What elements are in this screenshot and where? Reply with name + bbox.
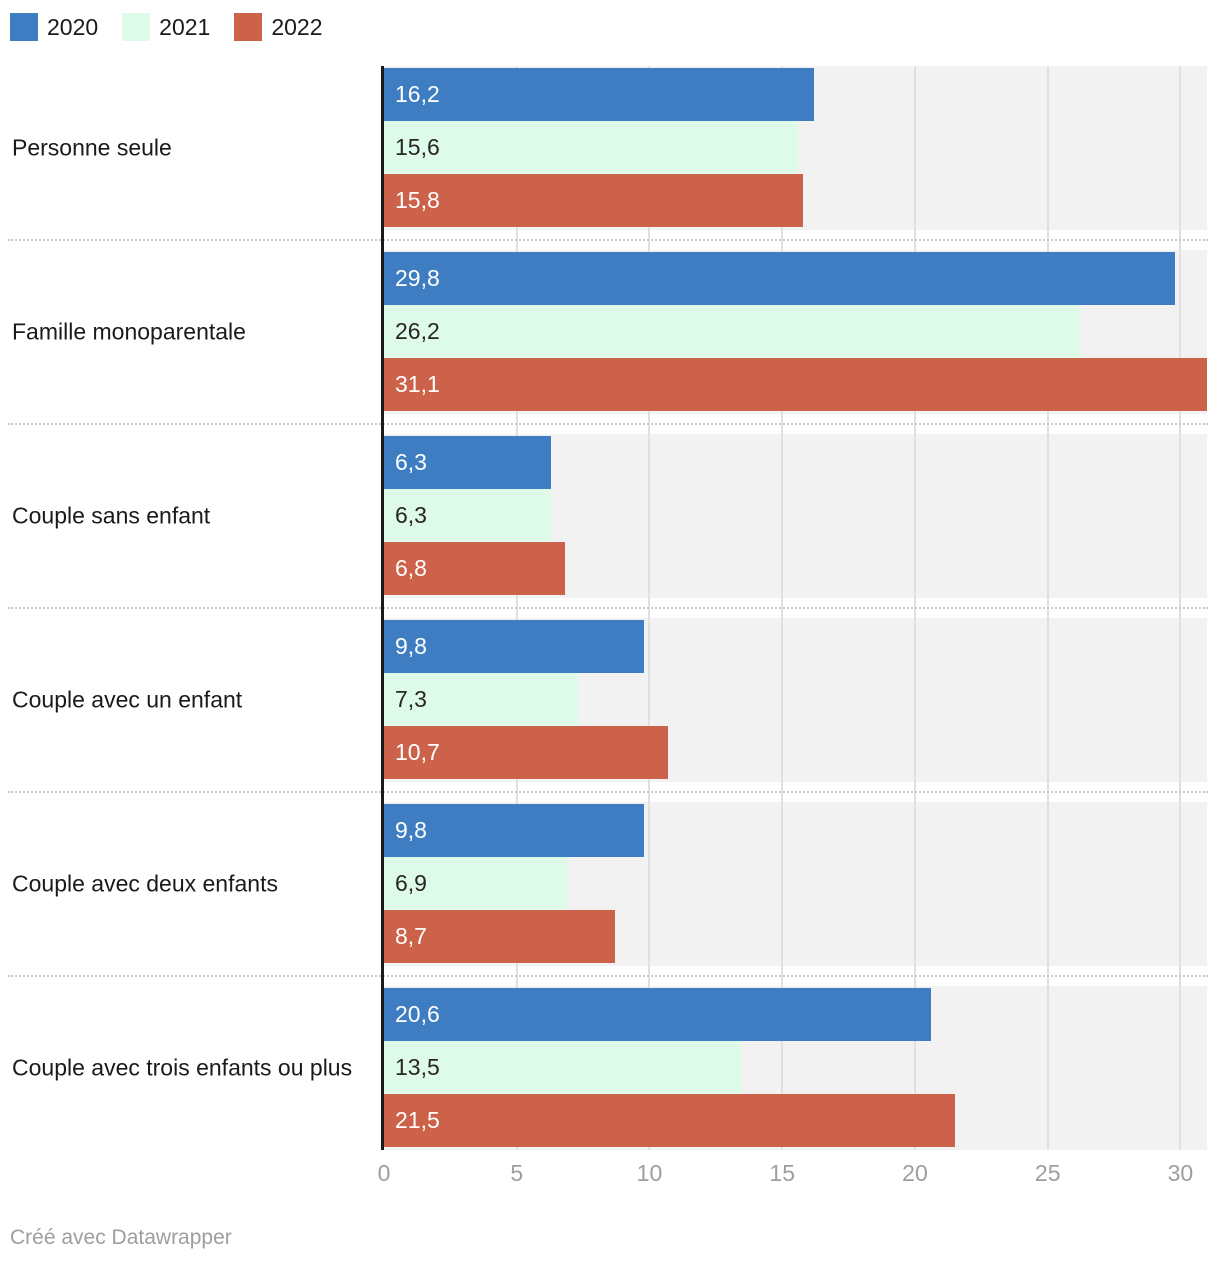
legend-label-2020: 2020 <box>47 14 99 40</box>
bar-value-label: 9,8 <box>395 633 427 659</box>
group-separator <box>8 607 1208 609</box>
bar-value-label: 13,5 <box>395 1054 440 1080</box>
bar-2021: 7,3 <box>384 673 578 726</box>
group-separator <box>8 423 1208 425</box>
bar-2020: 20,6 <box>384 988 931 1041</box>
bar-value-label: 21,5 <box>395 1107 440 1133</box>
x-tick-label-25: 25 <box>1034 1160 1061 1186</box>
bar-2020: 16,2 <box>384 68 815 121</box>
group-separator <box>8 239 1208 241</box>
x-tick-label-20: 20 <box>902 1160 928 1186</box>
bar-2022: 15,8 <box>384 174 804 227</box>
bar-value-label: 6,3 <box>395 502 427 528</box>
bar-value-label: 6,3 <box>395 449 427 475</box>
legend-swatch-2021 <box>122 13 151 41</box>
credit-text: Créé avec Datawrapper <box>10 1226 232 1249</box>
category-label: Couple sans enfant <box>12 502 211 529</box>
x-tick-label-0: 0 <box>377 1160 391 1186</box>
bar-2022: 6,8 <box>384 542 565 595</box>
category-label: Couple avec deux enfants <box>12 870 278 897</box>
group-separator <box>8 975 1208 977</box>
bar-2022: 31,1 <box>384 358 1207 411</box>
bar-2022: 8,7 <box>384 910 615 963</box>
x-tick-label-30: 30 <box>1167 1160 1194 1186</box>
bar-2022: 10,7 <box>384 726 669 779</box>
bar-value-label: 15,6 <box>395 134 440 160</box>
legend-item-2020: 2020 <box>10 13 98 41</box>
bar-value-label: 6,9 <box>395 870 427 896</box>
bar-2021: 13,5 <box>384 1041 743 1094</box>
bar-value-label: 6,8 <box>395 555 427 581</box>
bar-2021: 6,9 <box>384 857 568 910</box>
bar-2021: 6,3 <box>384 489 552 542</box>
grouped-bar-chart: 16,2 15,6 15,8 29,8 26,2 31,1 6,3 6,3 6,8 9,8 7,3 1… <box>8 66 1208 1186</box>
x-tick-label-15: 15 <box>769 1160 796 1186</box>
category-label: Personne seule <box>12 134 172 161</box>
legend-item-2022: 2022 <box>234 13 323 41</box>
y-axis-line <box>381 66 384 1150</box>
x-tick-label-10: 10 <box>636 1160 663 1186</box>
bar-2020: 29,8 <box>384 252 1176 305</box>
bar-value-label: 26,2 <box>395 318 440 344</box>
bar-2022: 21,5 <box>384 1094 955 1147</box>
legend-swatch-2022 <box>234 13 263 41</box>
legend-label-2022: 2022 <box>271 14 323 40</box>
bar-value-label: 9,8 <box>395 817 427 843</box>
bar-2021: 26,2 <box>384 305 1080 358</box>
x-tick-label-5: 5 <box>510 1160 524 1186</box>
legend-item-2021: 2021 <box>122 13 210 41</box>
bar-value-label: 31,1 <box>395 371 440 397</box>
category-label: Famille monoparentale <box>12 318 246 345</box>
bar-value-label: 16,2 <box>395 81 440 107</box>
legend: 2020 2021 2022 <box>10 13 323 41</box>
bar-value-label: 7,3 <box>395 686 427 712</box>
legend-label-2021: 2021 <box>159 14 211 40</box>
bar-2020: 6,3 <box>384 436 552 489</box>
category-label: Couple avec trois enfants ou plus <box>12 1054 353 1081</box>
group-separator <box>8 791 1208 793</box>
bar-value-label: 10,7 <box>395 739 440 765</box>
bar-value-label: 8,7 <box>395 923 427 949</box>
bar-value-label: 15,8 <box>395 187 440 213</box>
legend-swatch-2020 <box>10 13 38 41</box>
bar-value-label: 20,6 <box>395 1001 440 1027</box>
bar-value-label: 29,8 <box>395 265 440 291</box>
bar-2021: 15,6 <box>384 121 799 174</box>
credit-line: Créé avec Datawrapper <box>10 1226 232 1250</box>
category-label: Couple avec un enfant <box>12 686 243 713</box>
bar-2020: 9,8 <box>384 804 645 857</box>
bar-2020: 9,8 <box>384 620 645 673</box>
